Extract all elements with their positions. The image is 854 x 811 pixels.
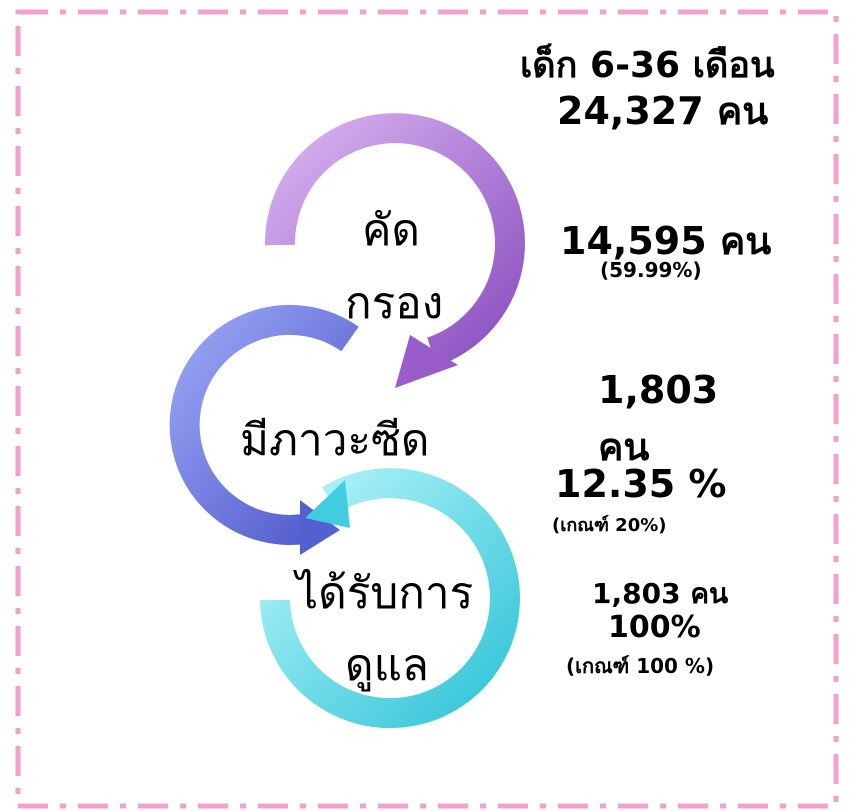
stage-stat: (เกณฑ์ 20%) [552,510,667,539]
stage-stat: 12.35 % [555,462,727,506]
stage-stat: 100% [608,610,701,645]
header-line2: 24,327 คน [557,80,768,141]
stage-label: มีภาวะซีด [240,405,430,475]
stage-stat: (เกณฑ์ 100 %) [566,650,714,682]
stage-label: ได้รับการ [296,558,473,628]
stage-label: คัด [362,195,420,265]
stage-stat: 1,803 [598,368,718,412]
stage-label: กรอง [345,268,443,338]
stage-label: ดูแล [345,630,429,700]
stage-stat: (59.99%) [600,258,702,282]
page: เด็ก 6-36 เดือน 24,327 คน คัด กรอง 14,59… [0,0,854,811]
